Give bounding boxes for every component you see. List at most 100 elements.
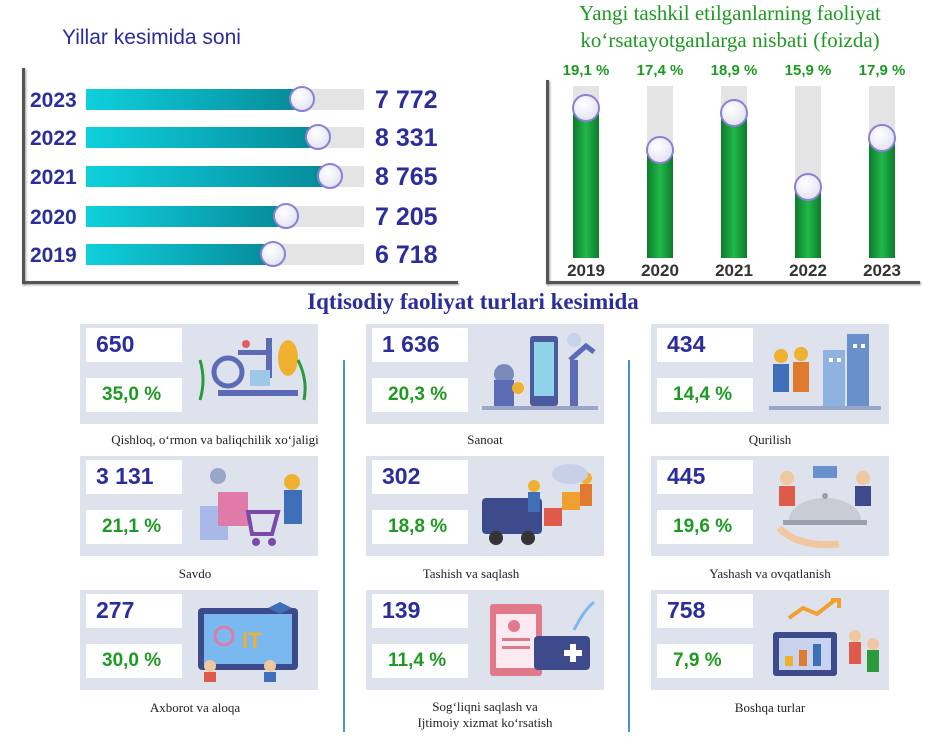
share-col-2022: 15,9 % 2022 [778, 54, 838, 284]
share-x-tick: 2023 [863, 261, 901, 280]
years-axis-left [22, 68, 25, 284]
years-row-2022: 2022 8 331 [30, 124, 450, 152]
share-data-label: 19,1 % [562, 62, 610, 79]
sector-count: 277 [86, 594, 182, 628]
share-bar [647, 149, 673, 258]
years-axis-bottom [22, 281, 458, 284]
share-bar-knob [646, 135, 674, 164]
share-data-label: 15,9 % [784, 62, 832, 79]
share-title-line1: Yangi tashkil etilganlarning faoliyat [579, 1, 881, 25]
sector-count: 139 [372, 594, 468, 628]
agriculture-illustration-icon [198, 338, 307, 401]
sector-caption-line2: Ijtimoiy xizmat ko‘rsatish [417, 715, 553, 730]
sector-caption: Qishloq, o‘rmon va baliqchilik xo‘jaligi [111, 432, 319, 447]
years-chart-title: Yillar kesimida soni [62, 26, 241, 49]
sector-percent: 30,0 % [86, 644, 182, 678]
years-bar [86, 127, 318, 148]
industry-illustration-icon [482, 333, 598, 410]
column-divider [628, 360, 630, 732]
share-bar-track [720, 86, 748, 258]
sector-count: 650 [86, 328, 182, 362]
sector-caption: Boshqa turlar [734, 700, 806, 715]
years-row-value: 7 205 [375, 203, 438, 231]
share-axis-bottom [546, 281, 920, 284]
sector-card-construction: 434 14,4 % [651, 324, 889, 424]
construction-illustration-icon [769, 334, 881, 410]
sector-caption-line1: Sog‘liqni saqlash va [432, 699, 538, 714]
hospitality-illustration-icon [776, 466, 871, 549]
share-chart-title: Yangi tashkil etilganlarning faoliyat ko… [520, 0, 940, 54]
sector-card-hospitality: 445 19,6 % [651, 456, 889, 556]
other-illustration-icon [773, 598, 879, 676]
sector-percent: 11,4 % [372, 644, 468, 678]
sector-card-agriculture: 650 35,0 % [80, 324, 318, 424]
sector-percent: 19,6 % [657, 510, 753, 544]
years-bar-knob [316, 163, 343, 189]
years-bar-track [86, 163, 364, 189]
sector-card-transport: 302 18,8 % [366, 456, 604, 556]
sector-card-ict: 277 30,0 % IT [80, 590, 318, 690]
share-x-tick: 2019 [567, 261, 605, 280]
share-bar [573, 108, 599, 258]
sector-count: 1 636 [372, 328, 468, 362]
years-bar-track [86, 203, 364, 229]
years-bar-knob [289, 86, 316, 112]
sector-card-other: 758 7,9 % [651, 590, 889, 690]
sector-count: 3 131 [86, 460, 182, 494]
trade-illustration-icon [200, 468, 302, 546]
share-data-label: 17,9 % [858, 62, 906, 79]
transport-illustration-icon [482, 464, 592, 545]
share-col-2020: 17,4 % 2020 [630, 54, 690, 284]
column-divider [343, 360, 345, 732]
share-x-tick: 2021 [715, 261, 753, 280]
share-data-label: 17,4 % [636, 62, 684, 79]
sector-percent: 7,9 % [657, 644, 753, 678]
years-bar-track [86, 241, 364, 267]
share-x-tick: 2020 [641, 261, 679, 280]
years-row-label: 2019 [30, 244, 77, 267]
share-col-2019: 19,1 % 2019 [556, 54, 616, 284]
share-col-2021: 18,9 % 2021 [704, 54, 764, 284]
health-illustration-icon [490, 600, 595, 676]
years-row-label: 2021 [30, 166, 77, 189]
share-col-2023: 17,9 % 2023 [852, 54, 912, 284]
years-row-value: 6 718 [375, 241, 438, 269]
share-bar-knob [794, 172, 822, 201]
years-bar-knob [273, 203, 300, 229]
years-row-2021: 2021 8 765 [30, 163, 450, 191]
years-bar-knob [304, 124, 331, 150]
years-bar [86, 244, 273, 265]
share-bar-track [794, 86, 822, 258]
sector-caption: Sog‘liqni saqlash va Ijtimoiy xizmat ko‘… [345, 699, 625, 731]
sector-caption: Qurilish [748, 432, 792, 447]
sector-caption: Savdo [178, 566, 212, 581]
years-row-value: 8 765 [375, 163, 438, 191]
years-row-2023: 2023 7 772 [30, 86, 450, 114]
share-bar-knob [572, 94, 600, 123]
years-row-value: 8 331 [375, 124, 438, 152]
sector-caption: Tashish va saqlash [422, 566, 520, 581]
years-row-label: 2020 [30, 206, 77, 229]
share-bar-track [572, 86, 600, 258]
sector-count: 758 [657, 594, 753, 628]
sector-percent: 14,4 % [657, 378, 753, 412]
years-row-value: 7 772 [375, 86, 438, 114]
share-bar [869, 137, 895, 258]
years-row-2020: 2020 7 205 [30, 203, 450, 231]
years-bar-track [86, 86, 364, 112]
share-x-tick: 2022 [789, 261, 827, 280]
sector-percent: 21,1 % [86, 510, 182, 544]
sector-count: 302 [372, 460, 468, 494]
sector-percent: 35,0 % [86, 378, 182, 412]
years-bar [86, 166, 330, 187]
years-bar [86, 89, 303, 110]
years-row-2019: 2019 6 718 [30, 241, 450, 269]
sector-card-industry: 1 636 20,3 % [366, 324, 604, 424]
years-row-label: 2022 [30, 127, 77, 150]
sector-percent: 18,8 % [372, 510, 468, 544]
share-bar-knob [868, 123, 896, 152]
svg-text:IT: IT [242, 628, 262, 653]
sector-card-trade: 3 131 21,1 % [80, 456, 318, 556]
sector-caption: Sanoat [467, 432, 503, 447]
sector-percent: 20,3 % [372, 378, 468, 412]
